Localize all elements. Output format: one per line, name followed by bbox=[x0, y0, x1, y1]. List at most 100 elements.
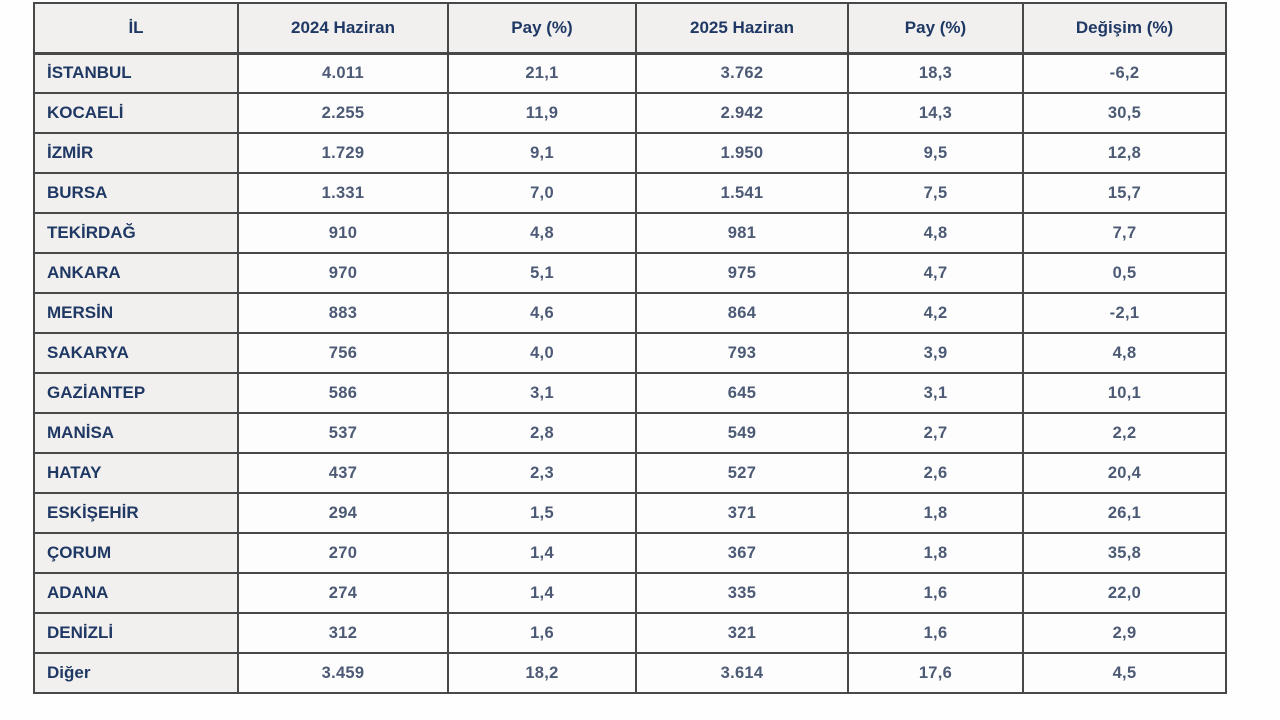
table-row: BURSA 1.331 7,0 1.541 7,5 15,7 bbox=[33, 172, 1227, 214]
value-cell: 7,0 bbox=[447, 172, 637, 214]
value-cell: 14,3 bbox=[847, 92, 1024, 134]
value-cell: 270 bbox=[237, 532, 449, 574]
value-cell: 981 bbox=[635, 212, 849, 254]
value-cell: 3.614 bbox=[635, 652, 849, 694]
value-cell: 1,5 bbox=[447, 492, 637, 534]
column-header: 2024 Haziran bbox=[237, 2, 449, 55]
value-cell: -6,2 bbox=[1022, 52, 1227, 94]
value-cell: 12,8 bbox=[1022, 132, 1227, 174]
value-cell: 1,8 bbox=[847, 492, 1024, 534]
table-row: ANKARA 970 5,1 975 4,7 0,5 bbox=[33, 252, 1227, 294]
value-cell: 274 bbox=[237, 572, 449, 614]
row-label: TEKİRDAĞ bbox=[33, 212, 239, 254]
value-cell: 756 bbox=[237, 332, 449, 374]
table-row: ESKİŞEHİR 294 1,5 371 1,8 26,1 bbox=[33, 492, 1227, 534]
value-cell: 4,2 bbox=[847, 292, 1024, 334]
value-cell: 35,8 bbox=[1022, 532, 1227, 574]
value-cell: 2,6 bbox=[847, 452, 1024, 494]
value-cell: 2.255 bbox=[237, 92, 449, 134]
value-cell: 437 bbox=[237, 452, 449, 494]
value-cell: 22,0 bbox=[1022, 572, 1227, 614]
value-cell: 4,6 bbox=[447, 292, 637, 334]
value-cell: 527 bbox=[635, 452, 849, 494]
value-cell: 3.459 bbox=[237, 652, 449, 694]
value-cell: 26,1 bbox=[1022, 492, 1227, 534]
value-cell: 312 bbox=[237, 612, 449, 654]
value-cell: 1.331 bbox=[237, 172, 449, 214]
value-cell: 17,6 bbox=[847, 652, 1024, 694]
column-header: İL bbox=[33, 2, 239, 55]
column-header: Pay (%) bbox=[447, 2, 637, 55]
value-cell: 4,8 bbox=[447, 212, 637, 254]
row-label: MANİSA bbox=[33, 412, 239, 454]
table-row: MERSİN 883 4,6 864 4,2 -2,1 bbox=[33, 292, 1227, 334]
value-cell: 1.541 bbox=[635, 172, 849, 214]
table-row: KOCAELİ 2.255 11,9 2.942 14,3 30,5 bbox=[33, 92, 1227, 134]
row-label: İSTANBUL bbox=[33, 52, 239, 94]
value-cell: 2,3 bbox=[447, 452, 637, 494]
value-cell: 2.942 bbox=[635, 92, 849, 134]
value-cell: 864 bbox=[635, 292, 849, 334]
value-cell: 3,1 bbox=[447, 372, 637, 414]
value-cell: 645 bbox=[635, 372, 849, 414]
table-row: İSTANBUL 4.011 21,1 3.762 18,3 -6,2 bbox=[33, 52, 1227, 94]
value-cell: 3.762 bbox=[635, 52, 849, 94]
value-cell: 335 bbox=[635, 572, 849, 614]
value-cell: 1.729 bbox=[237, 132, 449, 174]
value-cell: 2,7 bbox=[847, 412, 1024, 454]
province-export-table: İL 2024 Haziran Pay (%) 2025 Haziran Pay (%)… bbox=[33, 2, 1227, 694]
value-cell: 1,6 bbox=[447, 612, 637, 654]
value-cell: 2,9 bbox=[1022, 612, 1227, 654]
value-cell: 3,9 bbox=[847, 332, 1024, 374]
value-cell: 18,2 bbox=[447, 652, 637, 694]
value-cell: 30,5 bbox=[1022, 92, 1227, 134]
value-cell: 3,1 bbox=[847, 372, 1024, 414]
value-cell: 537 bbox=[237, 412, 449, 454]
value-cell: 7,7 bbox=[1022, 212, 1227, 254]
value-cell: 10,1 bbox=[1022, 372, 1227, 414]
value-cell: 1,6 bbox=[847, 572, 1024, 614]
value-cell: 883 bbox=[237, 292, 449, 334]
header-row: İL 2024 Haziran Pay (%) 2025 Haziran Pay (%)… bbox=[33, 2, 1227, 55]
row-label: ÇORUM bbox=[33, 532, 239, 574]
column-header: Pay (%) bbox=[847, 2, 1024, 55]
value-cell: 4,0 bbox=[447, 332, 637, 374]
row-label: ANKARA bbox=[33, 252, 239, 294]
table-row: MANİSA 537 2,8 549 2,7 2,2 bbox=[33, 412, 1227, 454]
value-cell: 910 bbox=[237, 212, 449, 254]
value-cell: 1,4 bbox=[447, 532, 637, 574]
value-cell: 2,2 bbox=[1022, 412, 1227, 454]
row-label: İZMİR bbox=[33, 132, 239, 174]
value-cell: 4,7 bbox=[847, 252, 1024, 294]
value-cell: 549 bbox=[635, 412, 849, 454]
row-label: Diğer bbox=[33, 652, 239, 694]
value-cell: 371 bbox=[635, 492, 849, 534]
value-cell: 321 bbox=[635, 612, 849, 654]
value-cell: 11,9 bbox=[447, 92, 637, 134]
row-label: MERSİN bbox=[33, 292, 239, 334]
row-label: DENİZLİ bbox=[33, 612, 239, 654]
value-cell: 1,8 bbox=[847, 532, 1024, 574]
value-cell: 975 bbox=[635, 252, 849, 294]
table-row: Diğer 3.459 18,2 3.614 17,6 4,5 bbox=[33, 652, 1227, 694]
value-cell: 20,4 bbox=[1022, 452, 1227, 494]
value-cell: 18,3 bbox=[847, 52, 1024, 94]
row-label: HATAY bbox=[33, 452, 239, 494]
value-cell: 15,7 bbox=[1022, 172, 1227, 214]
value-cell: 294 bbox=[237, 492, 449, 534]
row-label: BURSA bbox=[33, 172, 239, 214]
column-header: Değişim (%) bbox=[1022, 2, 1227, 55]
value-cell: 4.011 bbox=[237, 52, 449, 94]
value-cell: 1.950 bbox=[635, 132, 849, 174]
row-label: ADANA bbox=[33, 572, 239, 614]
column-header: 2025 Haziran bbox=[635, 2, 849, 55]
row-label: SAKARYA bbox=[33, 332, 239, 374]
value-cell: 4,5 bbox=[1022, 652, 1227, 694]
value-cell: 2,8 bbox=[447, 412, 637, 454]
table-row: ADANA 274 1,4 335 1,6 22,0 bbox=[33, 572, 1227, 614]
value-cell: 0,5 bbox=[1022, 252, 1227, 294]
value-cell: 1,6 bbox=[847, 612, 1024, 654]
value-cell: 9,1 bbox=[447, 132, 637, 174]
table-body: İSTANBUL 4.011 21,1 3.762 18,3 -6,2 KOCAELİ 2.2… bbox=[33, 52, 1227, 694]
value-cell: 793 bbox=[635, 332, 849, 374]
